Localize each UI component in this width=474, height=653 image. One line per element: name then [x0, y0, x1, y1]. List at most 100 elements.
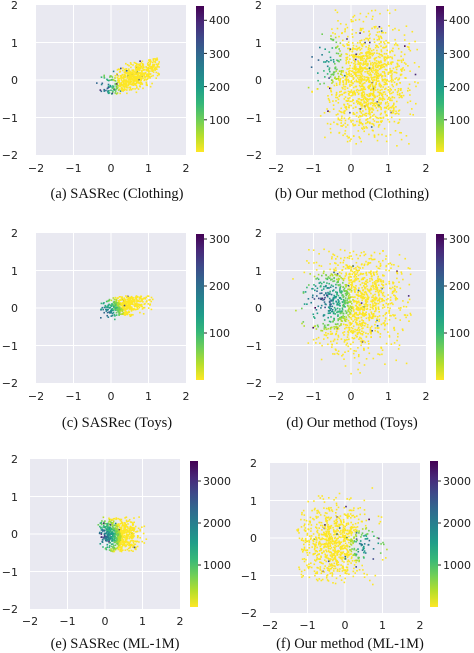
scatter-point — [346, 56, 349, 59]
scatter-point — [382, 315, 385, 317]
scatter-point — [99, 525, 101, 528]
scatter-point — [359, 81, 361, 84]
scatter-point — [126, 548, 129, 551]
scatter-point — [344, 267, 347, 270]
scatter-point — [380, 103, 382, 105]
scatter-points — [100, 295, 154, 321]
scatter-point — [329, 56, 332, 59]
scatter-point — [113, 302, 115, 304]
scatter-point — [360, 534, 363, 536]
scatter-point — [359, 32, 361, 34]
scatter-point — [349, 273, 351, 276]
scatter-point — [112, 79, 114, 81]
scatter-point — [303, 523, 306, 525]
scatter-point — [321, 537, 323, 539]
scatter-point — [149, 304, 151, 306]
scatter-point — [352, 99, 354, 101]
scatter-point — [348, 560, 351, 563]
scatter-point — [347, 345, 349, 348]
scatter-point — [373, 297, 375, 299]
scatter-point — [369, 272, 371, 274]
scatter-point — [368, 50, 371, 52]
scatter-point — [345, 106, 347, 108]
scatter-point — [405, 77, 407, 79]
scatter-point — [140, 82, 143, 85]
scatter-point — [399, 82, 401, 84]
scatter-point — [137, 72, 139, 74]
scatter-point — [151, 70, 154, 72]
scatter-point — [369, 33, 371, 35]
scatter-point — [344, 110, 346, 112]
scatter-point — [360, 323, 362, 325]
scatter-point — [348, 322, 351, 324]
scatter-point — [357, 289, 360, 292]
scatter-point — [360, 316, 363, 319]
y-tick-label: −2 — [246, 149, 262, 162]
scatter-point — [351, 273, 353, 275]
scatter-point — [338, 284, 340, 287]
scatter-point — [380, 516, 383, 518]
scatter-point — [361, 333, 364, 336]
scatter-point — [323, 112, 326, 114]
scatter-point — [370, 331, 372, 333]
scatter-point — [365, 103, 368, 105]
scatter-point — [338, 75, 340, 78]
scatter-point — [387, 303, 390, 305]
scatter-point — [353, 537, 355, 539]
scatter-point — [138, 541, 140, 543]
scatter-point — [386, 41, 389, 44]
scatter-point — [326, 522, 328, 524]
scatter-point — [396, 270, 398, 273]
scatter-point — [365, 76, 367, 79]
scatter-point — [104, 535, 107, 538]
scatter-point — [374, 65, 377, 67]
scatter-point — [345, 316, 348, 318]
scatter-point — [391, 56, 393, 59]
scatter-point — [129, 83, 132, 85]
scatter-point — [326, 278, 329, 281]
colorbar-tick-label: 300 — [209, 48, 230, 61]
scatter-point — [344, 275, 347, 277]
scatter-point — [393, 110, 395, 112]
scatter-point — [355, 66, 357, 68]
scatter-point — [152, 71, 155, 73]
scatter-point — [334, 326, 337, 328]
scatter-point — [363, 76, 366, 78]
scatter-point — [334, 273, 336, 276]
scatter-point — [139, 537, 141, 539]
scatter-point — [350, 329, 353, 332]
scatter-point — [344, 318, 346, 320]
scatter-point — [329, 560, 331, 562]
scatter-point — [112, 543, 114, 545]
scatter-point — [323, 314, 326, 316]
y-tick-label: 2 — [11, 0, 18, 12]
scatter-point — [348, 498, 351, 501]
scatter-point — [339, 111, 342, 113]
scatter-point — [135, 73, 137, 75]
scatter-point — [377, 60, 380, 63]
scatter-point — [361, 89, 364, 91]
scatter-point — [391, 78, 393, 81]
scatter-point — [129, 81, 131, 83]
scatter-point — [408, 143, 410, 145]
scatter-point — [359, 66, 361, 68]
scatter-point — [333, 338, 336, 341]
scatter-point — [362, 126, 365, 128]
scatter-point — [392, 85, 394, 88]
scatter-point — [329, 123, 332, 125]
scatter-point — [354, 55, 357, 58]
scatter-point — [313, 548, 316, 551]
scatter-point — [112, 547, 114, 550]
scatter-point — [388, 282, 391, 285]
scatter-point — [317, 72, 319, 74]
scatter-point — [402, 329, 404, 332]
scatter-point — [132, 72, 134, 75]
scatter-point — [108, 540, 110, 543]
scatter-point — [359, 273, 362, 276]
scatter-point — [330, 293, 333, 296]
scatter-point — [354, 277, 357, 280]
scatter-point — [328, 282, 330, 285]
scatter-point — [307, 86, 310, 89]
scatter-point — [362, 273, 365, 275]
scatter-point — [372, 65, 374, 68]
